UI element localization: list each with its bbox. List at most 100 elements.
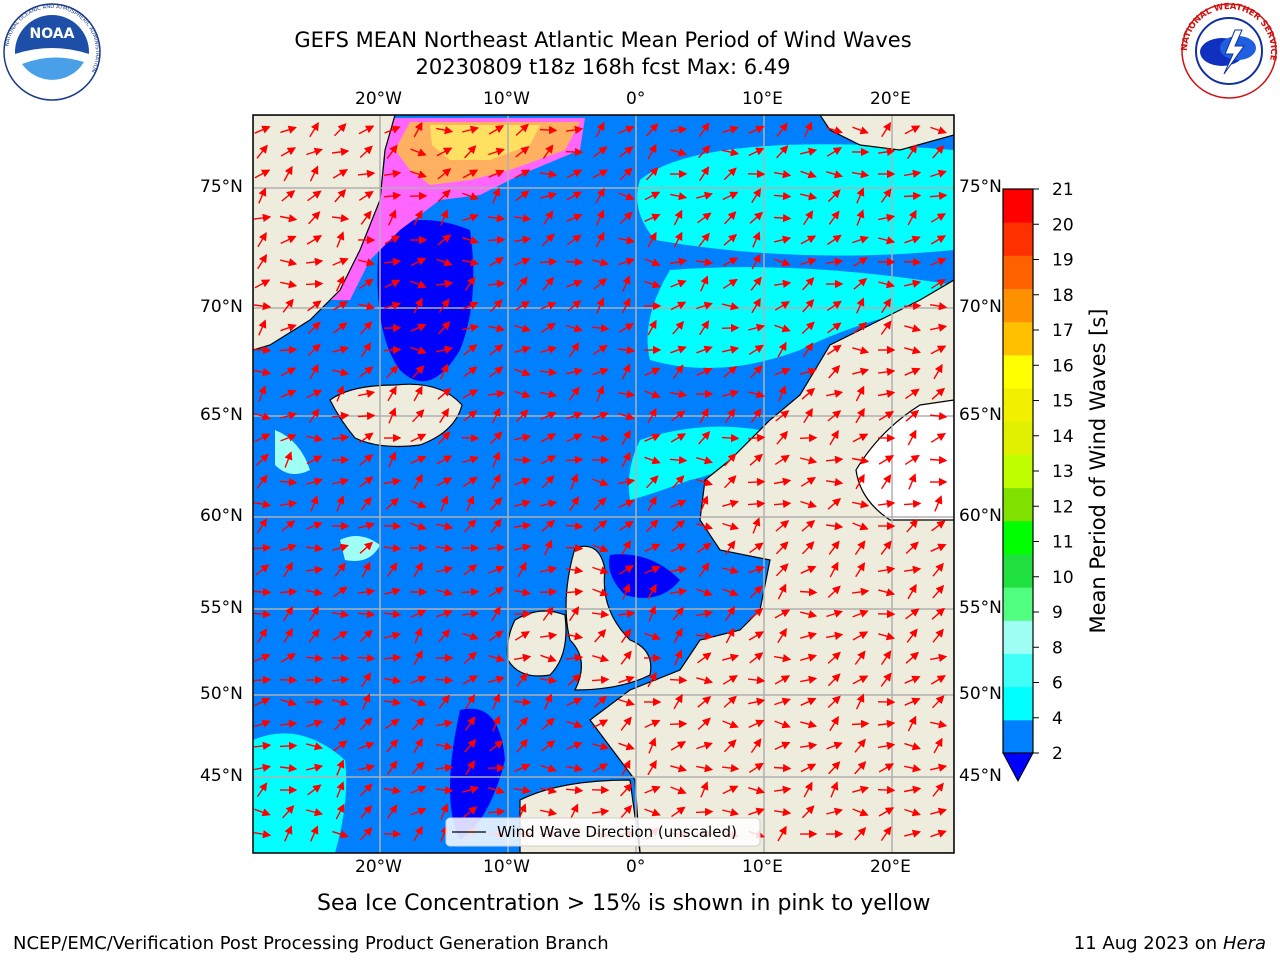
wind-wave-arrow — [279, 214, 298, 223]
wind-wave-arrow — [569, 803, 579, 820]
wind-wave-arrow — [540, 169, 558, 179]
wind-wave-arrow — [280, 719, 298, 729]
colorbar-tick-label: 13 — [1052, 462, 1074, 482]
wind-wave-arrow — [384, 235, 401, 245]
wind-wave-arrow — [282, 298, 294, 313]
wind-wave-arrow — [410, 698, 427, 707]
wind-wave-arrow — [826, 609, 843, 618]
wind-wave-arrow — [645, 167, 659, 181]
wind-wave-arrow — [776, 122, 788, 137]
wind-wave-arrow — [306, 719, 323, 728]
wind-wave-arrow — [722, 720, 739, 729]
wind-wave-arrow — [436, 345, 454, 354]
wind-wave-arrow — [648, 737, 657, 754]
lat-label-right-45n: 45°N — [959, 766, 1002, 786]
wind-wave-arrow — [800, 257, 817, 266]
wind-wave-arrow — [930, 235, 947, 245]
wind-wave-arrow — [305, 543, 324, 553]
wind-wave-arrow — [903, 301, 922, 311]
wind-wave-arrow — [514, 390, 531, 399]
wind-wave-arrow — [748, 807, 765, 816]
wind-wave-arrow — [696, 456, 714, 465]
wind-wave-arrow — [618, 323, 635, 333]
wind-wave-arrow — [905, 651, 920, 664]
wind-wave-arrow — [413, 209, 423, 226]
wind-wave-arrow — [306, 235, 323, 245]
wind-wave-arrow — [413, 473, 423, 490]
wind-wave-arrow — [383, 191, 402, 201]
colorbar-bin — [1003, 255, 1033, 290]
wind-wave-arrow — [932, 562, 944, 577]
wind-wave-arrow — [332, 830, 349, 839]
wind-wave-arrow — [359, 366, 374, 378]
wind-wave-arrow — [723, 695, 737, 708]
cyan-region-barents — [637, 144, 954, 256]
wind-wave-arrow — [488, 586, 504, 597]
wind-wave-arrow — [388, 209, 397, 226]
colorbar: 2 4 6 8 9 10 11 12 13 14 15 16 17 18 19 20 21 Mean Perio… — [1002, 180, 1110, 783]
wind-wave-arrow — [674, 649, 683, 666]
wind-wave-arrow — [280, 543, 297, 552]
wind-wave-arrow — [851, 456, 870, 465]
wind-wave-arrow — [540, 301, 557, 310]
wind-wave-arrow — [361, 672, 372, 688]
wind-wave-arrow — [930, 720, 948, 729]
wind-wave-arrow — [748, 390, 766, 399]
wind-wave-arrow — [410, 522, 427, 531]
wind-wave-arrow — [722, 125, 739, 134]
wind-wave-arrow — [279, 477, 298, 487]
wind-wave-arrow — [618, 125, 635, 134]
wind-wave-arrow — [591, 323, 610, 333]
wind-wave-arrow — [880, 672, 892, 687]
wind-wave-arrow — [620, 650, 632, 665]
wind-wave-arrow — [283, 628, 293, 644]
wind-wave-arrow — [436, 522, 454, 531]
wind-wave-arrow — [700, 275, 709, 292]
colorbar-under-triangle — [1002, 752, 1034, 783]
wind-wave-arrow — [514, 763, 531, 772]
wind-wave-arrow — [904, 388, 920, 400]
wind-wave-arrow — [723, 739, 737, 753]
colorbar-tick-label: 8 — [1052, 638, 1063, 658]
lat-label-left-55n: 55°N — [200, 598, 243, 618]
wind-wave-arrow — [306, 455, 323, 465]
wind-wave-arrow — [647, 319, 657, 336]
wind-wave-arrow — [851, 170, 870, 179]
wind-wave-arrow — [672, 320, 685, 335]
wind-wave-arrow — [773, 807, 792, 817]
wind-wave-arrow — [618, 499, 635, 509]
wind-wave-arrow — [281, 190, 296, 202]
wind-wave-arrow — [257, 518, 268, 534]
colorbar-bin — [1003, 421, 1033, 455]
wind-wave-arrow — [332, 345, 350, 354]
wind-wave-arrow — [773, 170, 792, 179]
wind-wave-arrow — [539, 631, 558, 641]
wind-wave-arrow — [254, 301, 272, 311]
wind-wave-arrow — [929, 653, 948, 662]
wind-wave-arrow — [332, 257, 349, 266]
wind-wave-arrow — [565, 147, 584, 157]
wind-wave-arrow — [461, 587, 480, 597]
wind-wave-arrow — [621, 540, 631, 556]
wind-wave-arrow — [309, 363, 319, 380]
wind-wave-arrow — [591, 609, 610, 619]
wind-wave-arrow — [696, 741, 713, 750]
wind-wave-arrow — [462, 323, 480, 332]
lat-label-right-75n: 75°N — [959, 177, 1002, 197]
wind-wave-arrow — [565, 565, 584, 575]
wind-wave-arrow — [592, 719, 609, 729]
wind-wave-arrow — [258, 385, 267, 402]
wind-wave-arrow — [696, 588, 713, 597]
wind-wave-arrow — [618, 192, 635, 201]
wind-wave-arrow — [567, 673, 581, 686]
wind-wave-arrow — [723, 233, 738, 246]
wind-wave-arrow — [829, 561, 839, 578]
wind-wave-arrow — [361, 342, 372, 358]
wind-wave-arrow — [855, 693, 865, 710]
wind-wave-arrow — [878, 588, 896, 597]
wind-wave-arrow — [881, 298, 892, 314]
wind-wave-arrow — [436, 742, 454, 751]
wind-wave-arrow — [800, 192, 818, 201]
wind-wave-arrow — [540, 191, 558, 200]
wind-wave-arrow — [358, 389, 376, 398]
